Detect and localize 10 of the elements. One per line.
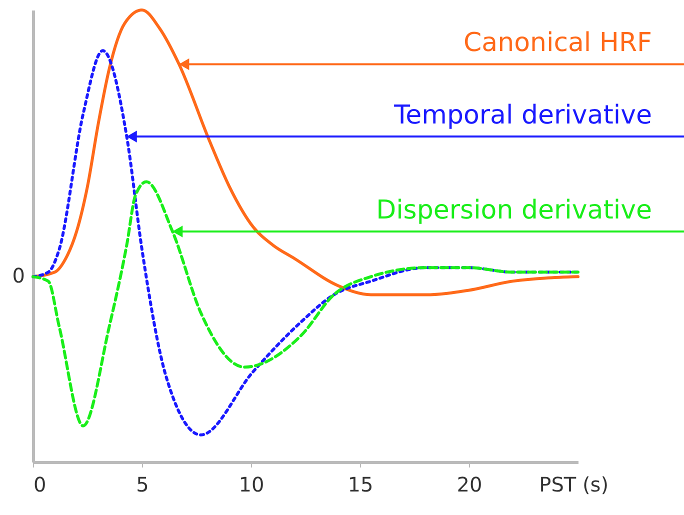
annotation: Temporal derivative — [393, 100, 652, 131]
text: 0 — [12, 264, 25, 288]
x-tick-label: 0 — [34, 472, 46, 496]
annotation: Dispersion derivative — [376, 195, 652, 226]
annotation: Canonical HRF — [464, 28, 652, 58]
x-tick-label: 5 — [136, 472, 149, 496]
x-axis-title: PST (s) — [539, 472, 608, 496]
x-tick-label: 10 — [238, 472, 264, 496]
x-tick-label: 20 — [456, 472, 482, 496]
x-tick-label: 15 — [348, 472, 374, 496]
